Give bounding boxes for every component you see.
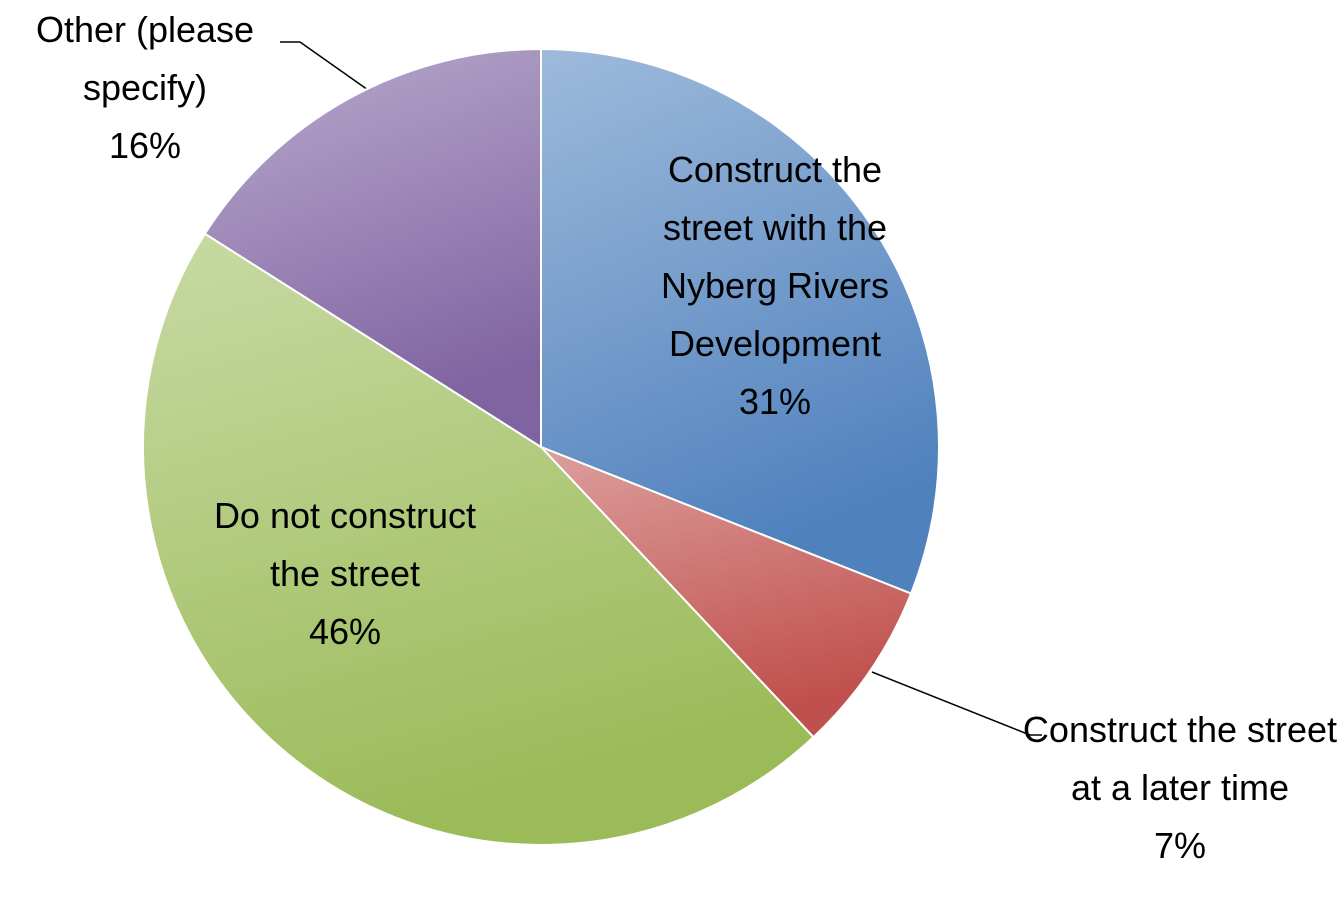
pie-slice — [540, 446, 913, 739]
pie-slice — [203, 47, 542, 449]
slice-percent: 46% — [308, 611, 382, 652]
data-label: Other (please specify) 16% — [5, 1, 285, 175]
slice-percent: 7% — [1153, 825, 1207, 866]
slice-name: Other (please specify) — [35, 9, 255, 108]
pie-slice — [142, 232, 815, 846]
slice-name: Do not construct the street — [213, 495, 477, 594]
data-label: Construct the street with the Nyberg Riv… — [625, 141, 925, 431]
slice-percent: 16% — [108, 125, 182, 166]
data-label: Construct the street at a later time 7% — [1020, 701, 1340, 875]
leader-line — [871, 671, 1031, 736]
slice-name: Construct the street at a later time — [1022, 709, 1338, 808]
slice-name: Construct the street with the Nyberg Riv… — [660, 149, 890, 364]
leader-line — [299, 41, 379, 98]
pie-slice — [540, 47, 940, 595]
slice-percent: 31% — [738, 381, 812, 422]
data-label: Do not construct the street 46% — [185, 487, 505, 661]
